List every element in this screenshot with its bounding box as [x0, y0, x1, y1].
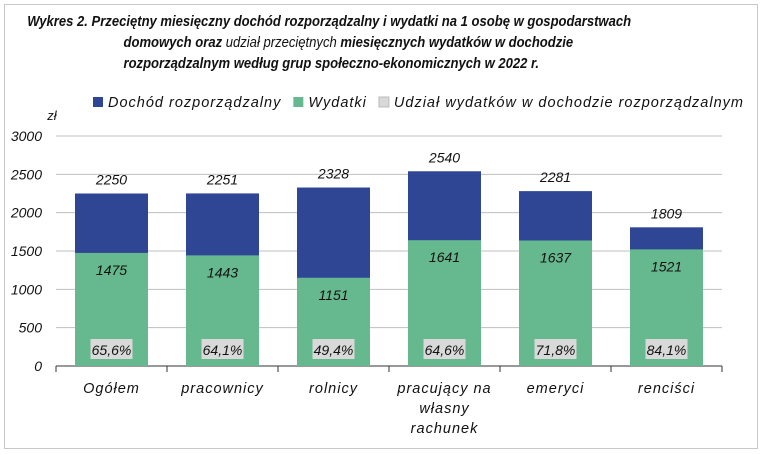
expenses-data-label: 1637 — [540, 249, 572, 265]
category-label: renciści — [638, 381, 695, 397]
share-data-label: 64,1% — [203, 342, 243, 358]
y-tick-label: 1500 — [11, 243, 42, 259]
expenses-data-label: 1443 — [207, 264, 238, 280]
share-label-box — [534, 339, 577, 359]
category-label: rolnicy — [309, 381, 358, 397]
income-data-label: 2328 — [317, 166, 349, 182]
share-data-label: 49,4% — [314, 342, 354, 358]
title-part: domowych oraz — [123, 35, 223, 51]
chart-frame — [4, 4, 758, 449]
share-label-box — [90, 339, 133, 359]
expenses-data-label: 1641 — [429, 249, 460, 265]
legend-swatch — [293, 97, 304, 107]
share-data-label: 71,8% — [536, 342, 576, 358]
share-data-label: 84,1% — [647, 342, 687, 358]
income-data-label: 1809 — [651, 205, 682, 221]
y-tick-label: 0 — [34, 358, 42, 374]
share-label-box — [423, 339, 466, 359]
title-part: miesięcznych wydatków w dochodzie — [340, 35, 574, 51]
share-data-label: 65,6% — [92, 342, 132, 358]
expenses-data-label: 1475 — [96, 262, 127, 278]
income-data-label: 2251 — [206, 171, 238, 187]
y-axis-label: zł — [46, 108, 58, 123]
y-tick-label: 2000 — [10, 205, 42, 221]
category-label: rachunek — [411, 421, 479, 437]
category-label: emeryci — [527, 381, 585, 397]
y-tick-label: 3000 — [11, 128, 42, 144]
income-data-label: 2250 — [95, 172, 127, 188]
share-data-label: 64,6% — [425, 342, 465, 358]
legend-label: Dochód rozporządzalny — [108, 95, 281, 111]
income-data-label: 2281 — [539, 169, 571, 185]
y-tick-label: 2500 — [10, 166, 42, 182]
expenses-data-label: 1521 — [651, 258, 682, 274]
y-tick-label: 1000 — [11, 281, 42, 297]
expenses-data-label: 1151 — [318, 287, 348, 303]
category-label: własny — [419, 401, 469, 417]
share-label-box — [645, 339, 688, 359]
legend-swatch — [378, 96, 390, 108]
title-line-1: Wykres 2. Przeciętny miesięczny dochód r… — [27, 14, 632, 30]
income-data-label: 2540 — [428, 149, 460, 165]
share-label-box — [201, 339, 244, 359]
category-label: pracownicy — [180, 381, 264, 397]
chart-title: Wykres 2. Przeciętny miesięczny dochód r… — [20, 12, 677, 75]
share-label-box — [312, 339, 355, 359]
title-line-3: rozporządzalnym według grup społeczno-ek… — [123, 56, 540, 72]
legend-swatch — [93, 97, 103, 107]
category-label: pracujący na — [396, 381, 491, 397]
legend-label: Udział wydatków w dochodzie rozporządzal… — [394, 95, 744, 111]
title-part: udział przeciętnych — [222, 35, 341, 51]
y-tick-label: 500 — [19, 320, 43, 336]
title-line-2: domowych oraz udział przeciętnych miesię… — [20, 33, 677, 54]
legend-label: Wydatki — [308, 95, 367, 111]
category-label: Ogółem — [83, 381, 140, 397]
